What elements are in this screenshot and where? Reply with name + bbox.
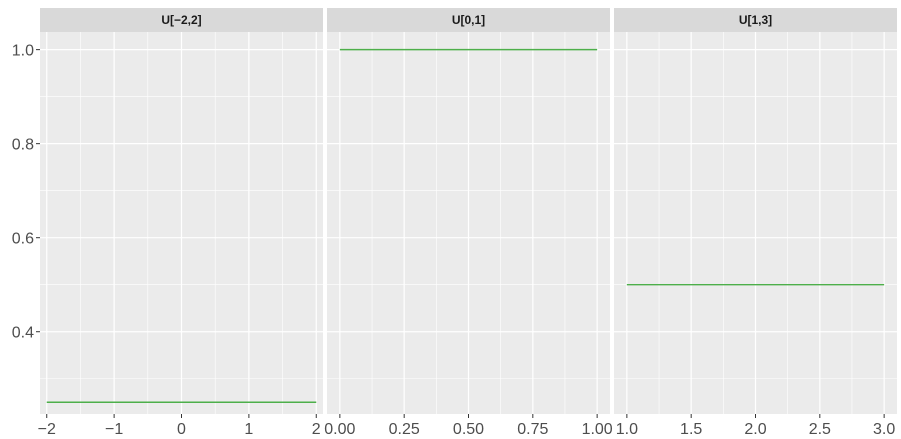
x-tick-label: 2 — [312, 421, 321, 438]
y-tick-label: 0.6 — [12, 231, 34, 248]
y-tick-label: 1.0 — [12, 43, 34, 60]
y-axis: 0.4 0.6 0.8 1.0 — [12, 43, 40, 342]
x-tick-label: −1 — [105, 421, 123, 438]
facet-title: U[0,1] — [452, 13, 485, 27]
x-tick-label: 1 — [244, 421, 253, 438]
x-tick-label: 2.0 — [744, 421, 766, 438]
y-tick-label: 0.8 — [12, 137, 34, 154]
facet-strip — [327, 8, 610, 32]
x-tick-label: 2.5 — [809, 421, 831, 438]
facet-panel: U[−2,2] −2 −1 0 1 2 — [38, 8, 323, 438]
y-tick-label: 0.4 — [12, 325, 34, 342]
x-tick-label: 0.75 — [517, 421, 548, 438]
x-tick-label: 0.00 — [324, 421, 355, 438]
x-tick-label: 3.0 — [873, 421, 895, 438]
x-tick-label: 0.50 — [453, 421, 484, 438]
x-tick-label: 0.25 — [389, 421, 420, 438]
x-tick-label: −2 — [38, 421, 56, 438]
facet-strip — [40, 8, 323, 32]
x-tick-label: 1.0 — [616, 421, 638, 438]
facet-panel: U[0,1] 0.00 0.25 0.50 0.75 1.00 — [324, 8, 613, 438]
facet-panel: U[1,3] 1.0 1.5 2.0 2.5 3.0 — [614, 8, 897, 438]
facet-strip — [614, 8, 897, 32]
x-tick-label: 1.00 — [582, 421, 613, 438]
facet-panels: U[−2,2] −2 −1 0 1 2 U[0,1] 0.00 0.25 0.50 0.75 1.00… — [38, 8, 897, 438]
x-tick-label: 0 — [177, 421, 186, 438]
facet-title: U[1,3] — [739, 13, 772, 27]
facet-title: U[−2,2] — [161, 13, 201, 27]
x-tick-label: 1.5 — [680, 421, 702, 438]
